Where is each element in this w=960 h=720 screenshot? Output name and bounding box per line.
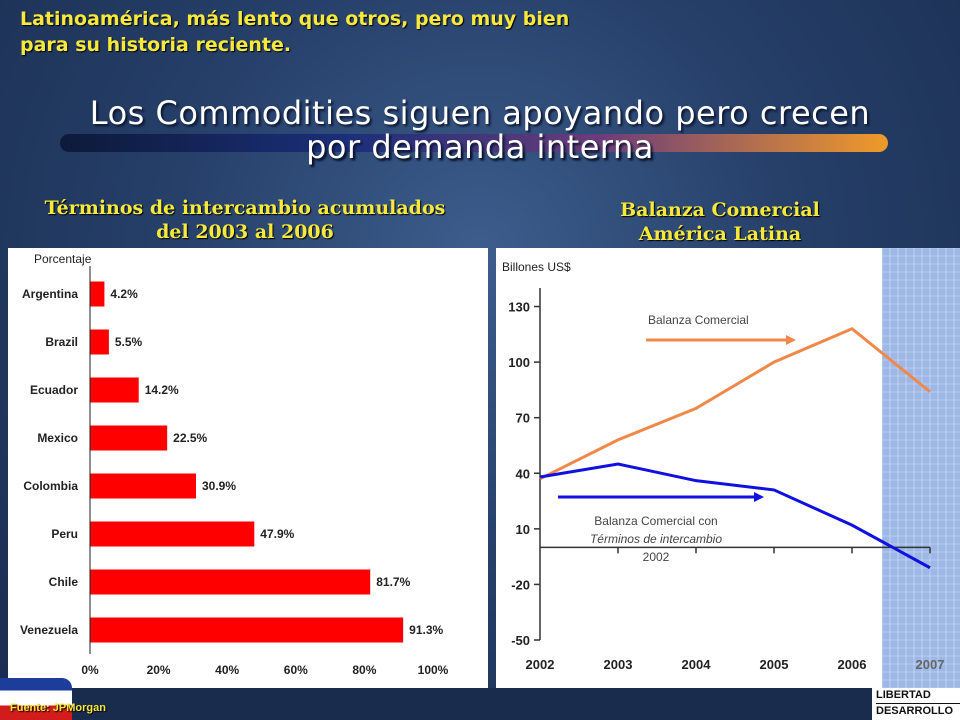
trade-balance-chart-panel: Billones US$ 130 100 70 40 10 -20 -50 2002 2003…	[496, 248, 960, 690]
bar-peru	[90, 521, 255, 547]
logo-line-2: DESARROLLO	[876, 703, 960, 719]
series-balanza-comercial	[539, 327, 931, 481]
bar-x-tick-label: 60%	[284, 663, 308, 677]
bar-category-label: Chile	[49, 575, 79, 589]
bar-brazil	[90, 329, 109, 355]
line-x-tick-label: 2002	[526, 657, 555, 672]
bar-x-tick-label: 20%	[147, 663, 171, 677]
bar-category-label: Venezuela	[20, 623, 78, 637]
right-chart-heading: Balanza Comercial América Latina	[540, 198, 900, 246]
line-chart-unit-label: Billones US$	[502, 260, 571, 274]
bar-ecuador	[90, 377, 139, 403]
left-heading-line-1: Términos de intercambio acumulados	[44, 197, 446, 219]
line-x-tick-label: 2006	[838, 657, 867, 672]
bar-category-label: Peru	[51, 527, 78, 541]
line-y-tick-label: 130	[508, 300, 530, 315]
left-chart-heading: Términos de intercambio acumulados del 2…	[10, 196, 480, 244]
flag-logo	[0, 678, 72, 720]
source-note: Fuente: JPMorgan	[10, 702, 106, 714]
trade-balance-line-chart: 130 100 70 40 10 -20 -50 2002 2003 2004 2005 2006 2…	[508, 248, 960, 690]
series-balanza-terminos-2002	[539, 462, 931, 570]
bar-x-tick-label: 80%	[352, 663, 376, 677]
bar-mexico	[90, 425, 168, 451]
annotation-orange-arrowhead	[786, 335, 796, 345]
bar-value-label: 4.2%	[110, 287, 138, 301]
bar-value-label: 30.9%	[202, 479, 236, 493]
logo-line-1: LIBERTAD	[876, 689, 931, 701]
line-x-tick-label: 2005	[760, 657, 789, 672]
forecast-shaded-region	[882, 248, 960, 690]
bar-category-label: Mexico	[37, 431, 78, 445]
bar-value-label: 5.5%	[115, 335, 143, 349]
bar-value-label: 14.2%	[145, 383, 179, 397]
line-y-tick-label: 100	[508, 355, 530, 370]
right-heading-line-2: América Latina	[638, 223, 802, 245]
bar-venezuela	[90, 617, 404, 643]
bar-category-label: Colombia	[23, 479, 78, 493]
bar-colombia	[90, 473, 196, 499]
bar-value-label: 22.5%	[173, 431, 207, 445]
bar-argentina	[90, 281, 105, 307]
terms-of-trade-bar-chart: Argentina Brazil Ecuador Mexico Colombia Peru…	[20, 266, 449, 677]
line-x-tick-label: 2003	[604, 657, 633, 672]
annotation-adjusted-line-3: 2002	[643, 550, 670, 564]
subtitle-line-2: para su historia reciente.	[20, 34, 292, 56]
bar-value-label: 81.7%	[376, 575, 410, 589]
bar-category-label: Argentina	[22, 287, 78, 301]
footer-bar	[0, 688, 960, 720]
subtitle-line-1: Latinoamérica, más lento que otros, pero…	[20, 8, 570, 30]
line-y-tick-label: -20	[511, 577, 530, 592]
annotation-balanza-comercial: Balanza Comercial	[648, 313, 749, 327]
bar-category-label: Brazil	[45, 335, 78, 349]
bar-x-tick-label: 0%	[81, 663, 99, 677]
terms-of-trade-chart-panel: Porcentaje Argentina Brazil Ecuador Mexico C…	[8, 248, 488, 688]
bar-value-label: 91.3%	[409, 623, 443, 637]
bar-value-label: 47.9%	[260, 527, 294, 541]
annotation-blue-arrowhead	[754, 492, 764, 502]
bar-category-label: Ecuador	[30, 383, 78, 397]
left-heading-line-2: del 2003 al 2006	[156, 221, 334, 243]
title-underline-bar	[60, 134, 888, 152]
slide-title: Los Commodities siguen apoyando pero cre…	[0, 92, 960, 168]
right-heading-line-1: Balanza Comercial	[620, 199, 820, 221]
libertad-desarrollo-logo: LIBERTAD DESARROLLO	[872, 688, 960, 720]
bar-x-tick-label: 100%	[418, 663, 449, 677]
annotation-adjusted-line-2: Términos de intercambio	[590, 532, 722, 546]
slide-subtitle: Latinoamérica, más lento que otros, pero…	[20, 6, 740, 58]
line-y-tick-label: 40	[516, 466, 530, 481]
bar-x-tick-label: 40%	[215, 663, 239, 677]
line-y-tick-label: -50	[511, 633, 530, 648]
annotation-adjusted-line-1: Balanza Comercial con	[594, 514, 717, 528]
line-y-tick-label: 10	[516, 522, 530, 537]
bar-chile	[90, 569, 371, 595]
line-x-tick-label: 2004	[682, 657, 712, 672]
title-line-1: Los Commodities siguen apoyando pero cre…	[89, 94, 871, 132]
line-x-tick-label: 2007	[916, 657, 945, 672]
line-y-tick-label: 70	[516, 411, 530, 426]
bar-chart-unit-label: Porcentaje	[34, 252, 92, 266]
